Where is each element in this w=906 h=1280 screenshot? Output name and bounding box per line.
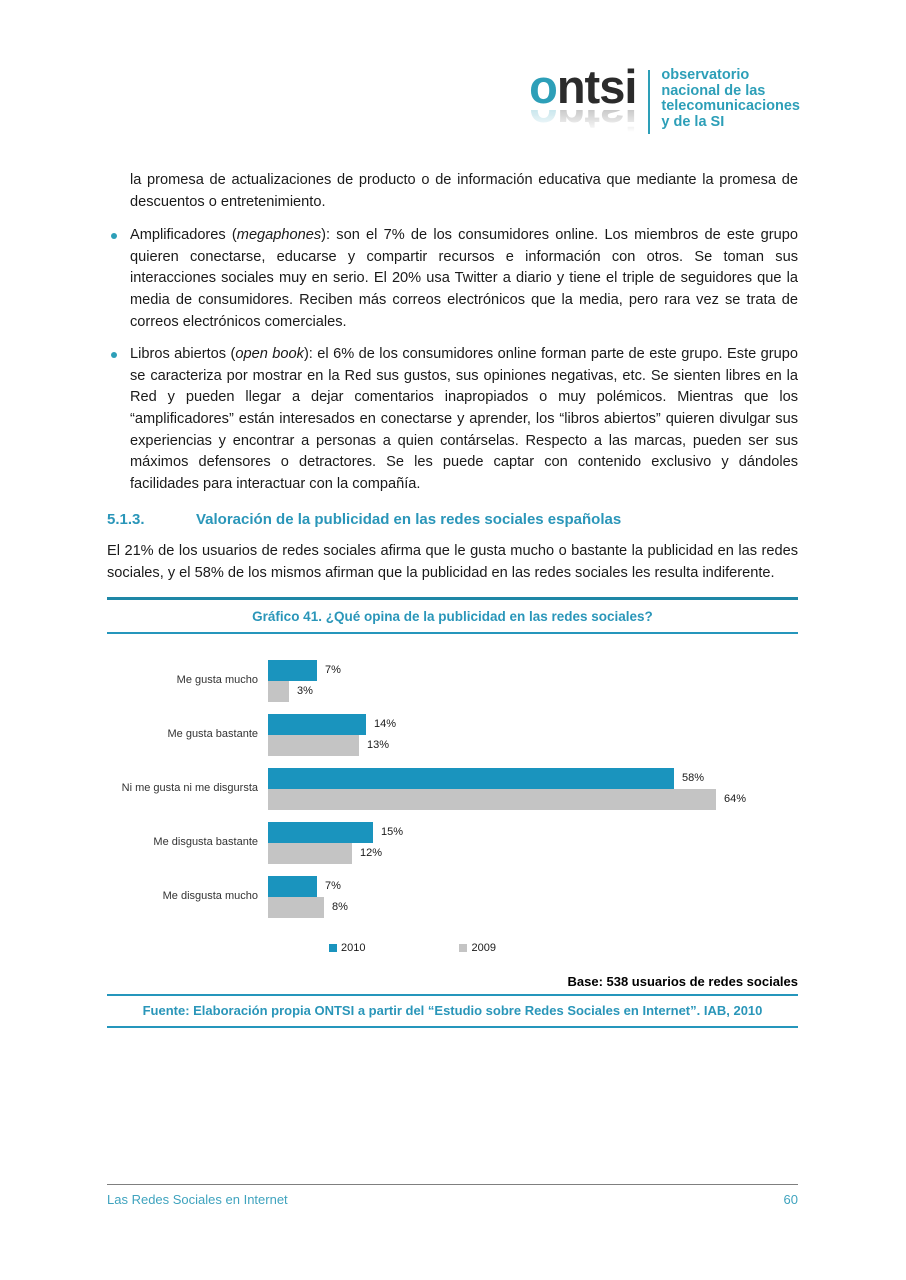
ontsi-wordmark: ontsi ontsi bbox=[529, 63, 637, 136]
bar-2009 bbox=[268, 896, 324, 918]
legend-item-2009: 2009 bbox=[459, 941, 496, 954]
bar-value: 14% bbox=[374, 718, 397, 730]
chart-group-me-disgusta-mucho: Me disgusta mucho 7% 8% bbox=[107, 875, 798, 918]
legend-swatch-2009 bbox=[459, 943, 468, 952]
footer-document-title: Las Redes Sociales en Internet bbox=[107, 1192, 288, 1207]
chart-group-me-gusta-mucho: Me gusta mucho 7% 3% bbox=[107, 659, 798, 702]
bullet-libros-abiertos: Libros abiertos (open book): el 6% de lo… bbox=[107, 344, 798, 495]
bar-value: 12% bbox=[360, 847, 383, 859]
tagline-line-4: y de la SI bbox=[661, 113, 725, 130]
section-number: 5.1.3. bbox=[107, 511, 145, 529]
bar-chart: Me gusta mucho 7% 3% Me gusta bastante 1… bbox=[107, 634, 798, 954]
page-content: la promesa de actualizaciones de product… bbox=[107, 170, 798, 1028]
bar-2010 bbox=[268, 713, 366, 735]
bar-2010 bbox=[268, 767, 674, 789]
bar-2009 bbox=[268, 680, 289, 702]
bar-value: 13% bbox=[367, 739, 390, 751]
legend-item-2010: 2010 bbox=[329, 942, 365, 954]
base-note: Base: 538 usuarios de redes sociales bbox=[567, 973, 798, 989]
bullet-dot-icon bbox=[111, 233, 117, 240]
bar-value: 15% bbox=[381, 826, 404, 838]
bar-value: 7% bbox=[325, 880, 341, 892]
chart-group-ni-me-gusta: Ni me gusta ni me disgursta 58% 64% bbox=[107, 767, 798, 810]
bar-value: 8% bbox=[332, 901, 348, 913]
section-title: Valoración de la publicidad en las redes… bbox=[196, 511, 622, 529]
category-label: Me gusta mucho bbox=[176, 674, 258, 686]
tagline-line-3: telecomunicaciones bbox=[661, 98, 800, 114]
logo-letters-ntsi: ntsi bbox=[556, 60, 638, 113]
source-note: Fuente: Elaboración propia ONTSI a parti… bbox=[142, 1002, 763, 1018]
bullet-marker bbox=[107, 344, 130, 495]
chart-group-me-disgusta-bastante: Me disgusta bastante 15% 12% bbox=[107, 821, 798, 864]
source-top-rule bbox=[107, 993, 798, 996]
italic-term: open book bbox=[235, 346, 304, 363]
tagline-line-2: nacional de las bbox=[661, 82, 766, 99]
italic-term: megaphones bbox=[236, 227, 322, 244]
logo-tagline: observatorio nacional de las telecomunic… bbox=[661, 67, 800, 130]
category-label: Me disgusta bastante bbox=[153, 836, 258, 848]
chart-legend: 2010 2009 bbox=[329, 942, 798, 954]
bullet-amplificadores-text: Amplificadores (megaphones): son el 7% d… bbox=[130, 227, 798, 330]
intro-paragraph: la promesa de actualizaciones de product… bbox=[130, 172, 798, 210]
bar-value: 64% bbox=[724, 793, 747, 805]
grafico-41-block: Gráfico 41. ¿Qué opina de la publicidad … bbox=[107, 596, 798, 1028]
bullet-amplificadores: Amplificadores (megaphones): son el 7% d… bbox=[107, 225, 798, 333]
source-bottom-rule bbox=[107, 1025, 798, 1028]
logo-reflection: ontsi bbox=[529, 110, 636, 136]
category-label: Ni me gusta ni me disgursta bbox=[121, 782, 258, 794]
section-heading-513: 5.1.3. Valoración de la publicidad en la… bbox=[107, 511, 798, 528]
footer-page-number: 60 bbox=[783, 1192, 798, 1207]
category-label: Me disgusta mucho bbox=[162, 890, 258, 902]
legend-label-2010: 2010 bbox=[341, 941, 366, 954]
bar-value: 7% bbox=[325, 664, 341, 676]
bullet-libros-abiertos-text: Libros abiertos (open book): el 6% de lo… bbox=[130, 346, 798, 492]
bullet-marker bbox=[107, 225, 130, 333]
ontsi-logo: ontsi ontsi observatorio nacional de las… bbox=[529, 63, 800, 136]
legend-label-2009: 2009 bbox=[471, 941, 496, 954]
chart-top-rule bbox=[107, 596, 798, 600]
tagline-line-1: observatorio bbox=[661, 67, 750, 83]
chart-title-rule bbox=[107, 631, 798, 634]
bullet-dot-icon bbox=[111, 352, 117, 359]
bar-2009 bbox=[268, 788, 716, 810]
valoracion-paragraph: El 21% de los usuarios de redes sociales… bbox=[107, 543, 798, 581]
chart-title: Gráfico 41. ¿Qué opina de la publicidad … bbox=[252, 608, 653, 624]
bar-2010 bbox=[268, 875, 317, 897]
bar-2009 bbox=[268, 734, 359, 756]
ontsi-wordmark-text: ontsi bbox=[529, 63, 637, 110]
bar-2010 bbox=[268, 821, 373, 843]
page-footer: Las Redes Sociales en Internet 60 bbox=[107, 1184, 798, 1207]
logo-divider bbox=[648, 70, 651, 134]
category-label: Me gusta bastante bbox=[167, 728, 258, 740]
bar-value: 3% bbox=[297, 685, 313, 697]
logo-letter-o: o bbox=[529, 60, 558, 113]
chart-group-me-gusta-bastante: Me gusta bastante 14% 13% bbox=[107, 713, 798, 756]
bar-value: 58% bbox=[682, 772, 705, 784]
bar-2010 bbox=[268, 659, 317, 681]
bar-2009 bbox=[268, 842, 352, 864]
legend-swatch-2010 bbox=[329, 943, 337, 952]
